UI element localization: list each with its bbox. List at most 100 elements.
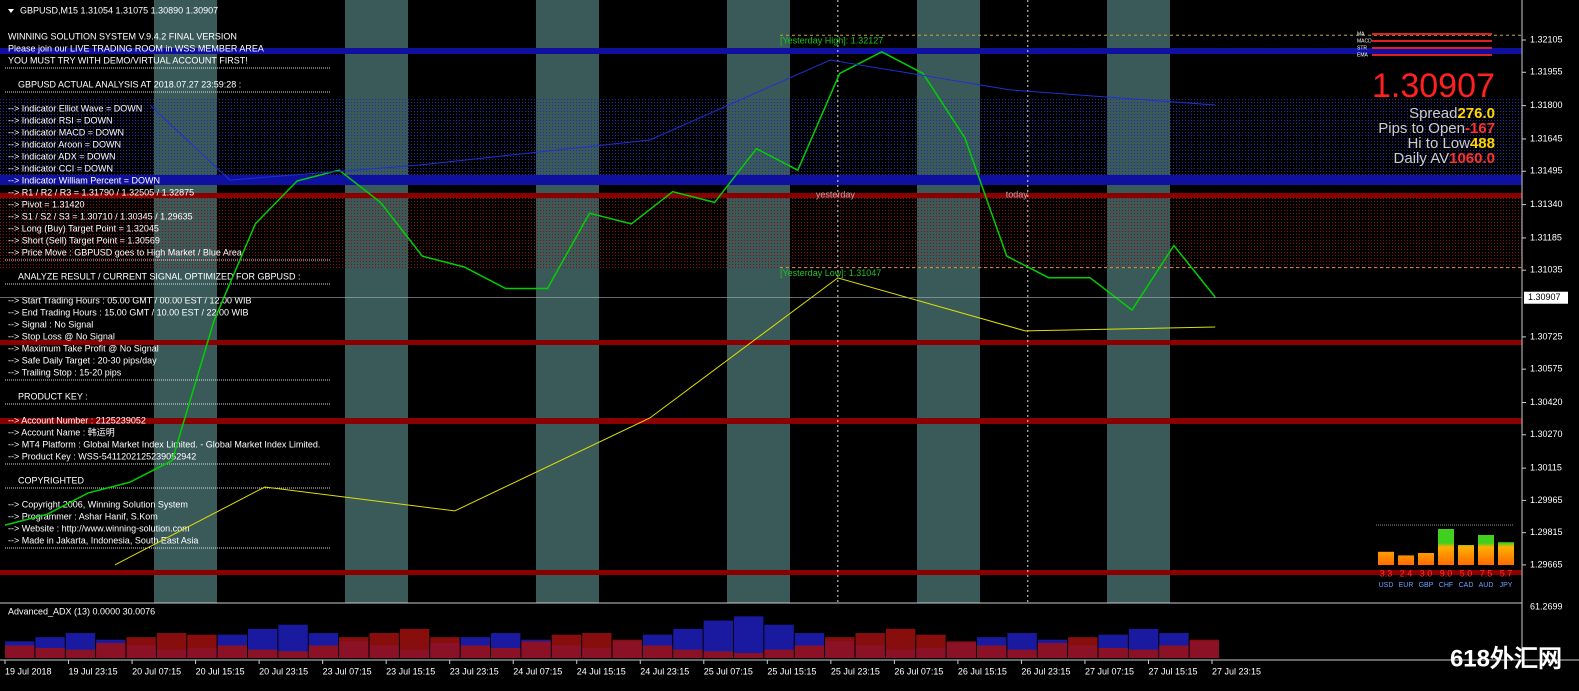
adx-bar [825, 637, 855, 658]
y-tick-label: 1.31340 [1530, 199, 1563, 209]
panel-line: --> Stop Loss @ No Signal [8, 331, 115, 341]
adx-bar [582, 633, 612, 658]
panel-line: --> Account Name : 韩运明 [8, 426, 115, 437]
y-tick-label: 1.30725 [1530, 331, 1563, 341]
y-tick-label: 1.31645 [1530, 133, 1563, 143]
adx-bar [855, 633, 885, 658]
stat-value: -167 [1465, 120, 1495, 137]
adx-bar [1068, 637, 1098, 658]
adx-bar [491, 648, 521, 658]
adx-bar [734, 616, 764, 658]
big-price: 1.30907 [1372, 67, 1495, 105]
strength-currency: GBP [1419, 582, 1434, 589]
day-marker-label: today [1006, 189, 1029, 199]
panel-line: --> Indicator Elliot Wave = DOWN [8, 103, 142, 113]
indicator-tick-label: 61.2699 [1530, 601, 1563, 611]
panel-line: --> Website : http://www.winning-solutio… [8, 523, 190, 533]
mini-legend: EMA [1357, 52, 1369, 58]
panel-line: --> Indicator RSI = DOWN [8, 115, 113, 125]
adx-bar [1007, 649, 1037, 658]
panel-line: --> Long (Buy) Target Point = 1.32045 [8, 223, 159, 233]
panel-line: --> Indicator William Percent = DOWN [8, 175, 160, 185]
panel-line: --> Safe Daily Target : 20-30 pips/day [8, 355, 157, 365]
mini-legend: STR [1357, 45, 1367, 51]
strength-value: 3.3 [1380, 568, 1393, 578]
panel-line: --> Indicator CCI = DOWN [8, 163, 113, 173]
adx-bar [612, 639, 642, 658]
adx-bar [96, 643, 126, 658]
strength-bar [1458, 545, 1474, 565]
x-tick-label: 24 Jul 07:15 [513, 666, 562, 676]
y-tick-label: 1.29815 [1530, 527, 1563, 537]
adx-bar [1189, 639, 1219, 658]
adx-bar [673, 649, 703, 658]
level-label: [Yesterday High]: 1.32127 [780, 36, 883, 46]
strength-value: 5.0 [1460, 568, 1473, 578]
stat: Spread276.0 [1409, 105, 1495, 122]
x-tick-label: 27 Jul 15:15 [1148, 666, 1197, 676]
x-tick-label: 24 Jul 23:15 [640, 666, 689, 676]
panel-line: --> Price Move : GBPUSD goes to High Mar… [8, 247, 242, 257]
panel-line: --> Pivot = 1.31420 [8, 199, 85, 209]
x-tick-label: 25 Jul 23:15 [831, 666, 880, 676]
panel-line: --> Maximum Take Profit @ No Signal [8, 343, 159, 353]
panel-line: --> Indicator ADX = DOWN [8, 151, 116, 161]
stat: Pips to Open-167 [1378, 120, 1495, 137]
panel-line: YOU MUST TRY WITH DEMO/VIRTUAL ACCOUNT F… [8, 55, 248, 65]
x-tick-label: 24 Jul 15:15 [577, 666, 626, 676]
panel-line: GBPUSD ACTUAL ANALYSIS AT 2018.07.27 23:… [18, 79, 241, 89]
info-panel: WINNING SOLUTION SYSTEM V.9.4.2 FINAL VE… [5, 31, 330, 549]
panel-line: --> S1 / S2 / S3 = 1.30710 / 1.30345 / 1… [8, 211, 193, 221]
panel-line: --> Copyright 2006, Winning Solution Sys… [8, 499, 188, 509]
stat-label: Spread [1409, 105, 1457, 122]
adx-bar [794, 645, 825, 658]
adx-bar [1037, 643, 1068, 658]
strength-currency: AUD [1479, 582, 1494, 589]
mini-legend: MA [1357, 31, 1365, 37]
y-tick-label: 1.30115 [1530, 462, 1562, 472]
panel-line: --> End Trading Hours : 15.00 GMT / 10.0… [8, 307, 249, 317]
strength-value: 3.0 [1420, 568, 1433, 578]
strength-bar [1398, 555, 1414, 565]
x-tick-label: 23 Jul 23:15 [450, 666, 499, 676]
y-tick-label: 1.31035 [1530, 265, 1563, 275]
panel-line: PRODUCT KEY : [18, 391, 88, 401]
strength-bar [1438, 529, 1454, 565]
current-price-label: 1.30907 [1528, 292, 1561, 302]
y-tick-label: 1.30420 [1530, 397, 1563, 407]
x-tick-label: 26 Jul 15:15 [958, 666, 1007, 676]
adx-bar [642, 645, 673, 658]
adx-bar [248, 649, 278, 658]
x-tick-label: 20 Jul 15:15 [196, 666, 245, 676]
x-tick-label: 20 Jul 23:15 [259, 666, 308, 676]
adx-bar [65, 649, 96, 658]
panel-line: --> Start Trading Hours : 05.00 GMT / 00… [8, 295, 252, 305]
stat-value: 488 [1470, 135, 1495, 152]
panel-line: --> Signal : No Signal [8, 319, 93, 329]
adx-bar [399, 628, 430, 658]
panel-line: --> Indicator Aroon = DOWN [8, 139, 121, 149]
adx-bar [369, 633, 399, 658]
stat: Hi to Low488 [1407, 135, 1495, 152]
panel-line: ANALYZE RESULT / CURRENT SIGNAL OPTIMIZE… [18, 271, 301, 281]
panel-line: --> Account Number : 2125239052 [8, 415, 146, 425]
x-tick-label: 23 Jul 15:15 [386, 666, 435, 676]
y-tick-label: 1.30270 [1530, 429, 1563, 439]
strength-currency: CHF [1439, 582, 1453, 589]
mini-legend: MACD [1357, 38, 1372, 44]
strength-value: 5.7 [1500, 568, 1513, 578]
strength-currency: EUR [1399, 582, 1414, 589]
adx-bar [5, 645, 35, 658]
x-tick-label: 20 Jul 07:15 [132, 666, 181, 676]
adx-bar [885, 628, 916, 658]
y-tick-label: 1.31800 [1530, 100, 1563, 110]
x-tick-label: 27 Jul 23:15 [1212, 666, 1261, 676]
y-tick-label: 1.29965 [1530, 495, 1563, 505]
adx-bar [339, 637, 369, 658]
adx-bar [308, 645, 339, 658]
panel-line: --> Indicator MACD = DOWN [8, 127, 124, 137]
strength-bar [1418, 553, 1434, 565]
strength-value: 7.5 [1480, 568, 1493, 578]
menu-arrow[interactable] [8, 9, 14, 13]
